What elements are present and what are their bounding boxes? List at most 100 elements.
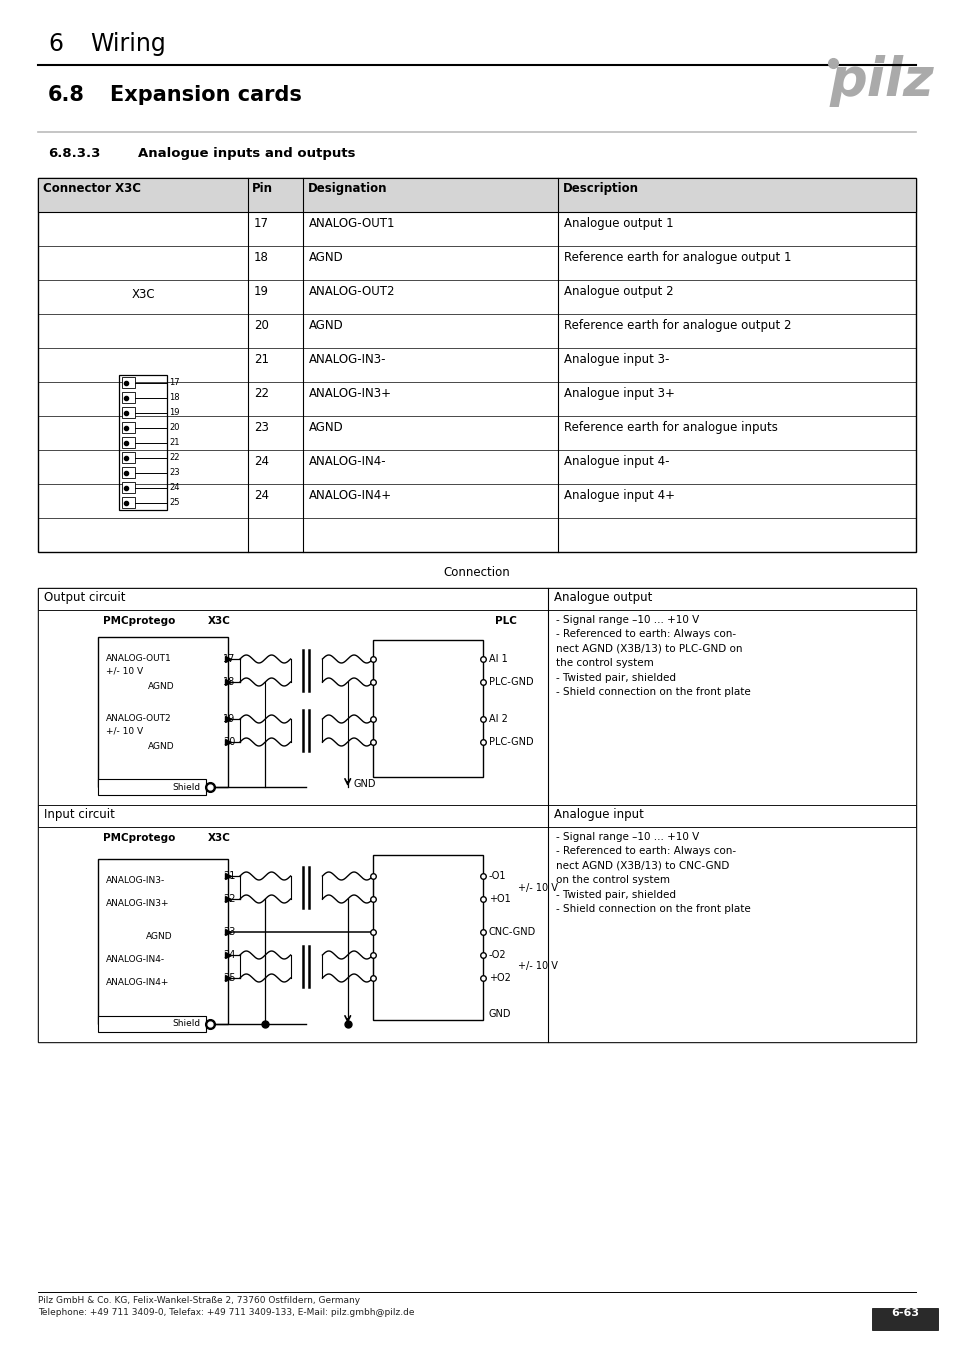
Bar xyxy=(38,178,915,212)
Text: X3C: X3C xyxy=(208,833,231,842)
Text: GND: GND xyxy=(489,1008,511,1019)
Text: Expansion cards: Expansion cards xyxy=(110,85,301,105)
Text: ANALOG-IN3-: ANALOG-IN3- xyxy=(309,352,386,366)
Text: PLC-GND: PLC-GND xyxy=(489,676,533,687)
Text: Reference earth for analogue output 1: Reference earth for analogue output 1 xyxy=(563,251,791,265)
Bar xyxy=(119,375,167,510)
Text: ANALOG-IN4+: ANALOG-IN4+ xyxy=(106,977,170,987)
Text: ANALOG-IN4+: ANALOG-IN4+ xyxy=(309,489,392,502)
Text: 6-63: 6-63 xyxy=(890,1308,918,1318)
Text: 19: 19 xyxy=(169,408,179,417)
Text: Connection: Connection xyxy=(443,566,510,579)
Text: ANALOG-IN3-: ANALOG-IN3- xyxy=(106,876,165,886)
Bar xyxy=(122,437,135,448)
Text: GND: GND xyxy=(354,779,375,788)
Text: 17: 17 xyxy=(253,217,269,230)
Text: AI 2: AI 2 xyxy=(489,714,507,724)
Bar xyxy=(38,828,915,1042)
Text: Connector X3C: Connector X3C xyxy=(43,182,141,194)
Text: +/- 10 V: +/- 10 V xyxy=(517,883,558,892)
Text: Output circuit: Output circuit xyxy=(44,591,126,603)
Text: 17: 17 xyxy=(169,378,179,387)
Text: AGND: AGND xyxy=(148,743,174,751)
Text: pilz: pilz xyxy=(829,55,934,107)
Bar xyxy=(871,1308,937,1330)
Text: 24: 24 xyxy=(169,483,179,491)
Text: Description: Description xyxy=(562,182,639,194)
Text: PLC-GND: PLC-GND xyxy=(489,737,533,747)
Text: Reference earth for analogue inputs: Reference earth for analogue inputs xyxy=(563,421,777,433)
Text: 25: 25 xyxy=(169,498,179,508)
Text: AGND: AGND xyxy=(146,931,172,941)
Text: AGND: AGND xyxy=(309,251,343,265)
Text: Wiring: Wiring xyxy=(90,32,166,55)
Text: Analogue input 3-: Analogue input 3- xyxy=(563,352,669,366)
Bar xyxy=(38,178,915,552)
Text: 21: 21 xyxy=(223,871,235,882)
Text: 24: 24 xyxy=(253,455,269,468)
Bar xyxy=(38,589,915,1042)
Text: 21: 21 xyxy=(169,437,179,447)
Bar xyxy=(122,497,135,508)
Text: ANALOG-OUT2: ANALOG-OUT2 xyxy=(309,285,395,298)
Text: AGND: AGND xyxy=(148,682,174,691)
Text: PLC: PLC xyxy=(495,616,517,626)
Text: 6.8.3.3: 6.8.3.3 xyxy=(48,147,100,161)
Text: X3C: X3C xyxy=(208,616,231,626)
Text: +/- 10 V: +/- 10 V xyxy=(517,961,558,972)
Text: 20: 20 xyxy=(253,319,269,332)
Text: Input circuit: Input circuit xyxy=(44,809,114,821)
Text: 19: 19 xyxy=(223,714,235,724)
Text: Pilz GmbH & Co. KG, Felix-Wankel-Straße 2, 73760 Ostfildern, Germany: Pilz GmbH & Co. KG, Felix-Wankel-Straße … xyxy=(38,1296,359,1305)
Bar xyxy=(122,482,135,493)
Text: - Signal range –10 ... +10 V
- Referenced to earth: Always con-
nect AGND (X3B/1: - Signal range –10 ... +10 V - Reference… xyxy=(556,832,750,914)
Bar xyxy=(122,467,135,478)
Text: ANALOG-IN4-: ANALOG-IN4- xyxy=(309,455,386,468)
Text: Analogue input 3+: Analogue input 3+ xyxy=(563,387,674,400)
Text: 22: 22 xyxy=(223,894,235,904)
Text: 18: 18 xyxy=(169,393,179,402)
Text: +O1: +O1 xyxy=(489,894,510,904)
Text: X3C: X3C xyxy=(132,288,154,301)
Text: 18: 18 xyxy=(253,251,269,265)
Bar xyxy=(122,377,135,387)
Text: Analogue input: Analogue input xyxy=(554,809,643,821)
Bar xyxy=(98,779,206,795)
Text: ANALOG-OUT1: ANALOG-OUT1 xyxy=(106,653,172,663)
Text: 24: 24 xyxy=(223,950,235,960)
Bar xyxy=(38,805,915,828)
Bar xyxy=(98,637,228,787)
Text: ANALOG-IN4-: ANALOG-IN4- xyxy=(106,954,165,964)
Text: 25: 25 xyxy=(223,973,235,983)
Bar xyxy=(122,392,135,404)
Text: Designation: Designation xyxy=(308,182,387,194)
Text: Pin: Pin xyxy=(252,182,273,194)
Text: +O2: +O2 xyxy=(489,973,511,983)
Bar xyxy=(122,406,135,418)
Bar xyxy=(98,859,228,1025)
Text: -O2: -O2 xyxy=(489,950,506,960)
Text: 22: 22 xyxy=(169,454,179,462)
Text: ANALOG-IN3+: ANALOG-IN3+ xyxy=(309,387,392,400)
Text: ANALOG-IN3+: ANALOG-IN3+ xyxy=(106,899,170,909)
Bar xyxy=(98,1017,206,1031)
Text: Analogue output: Analogue output xyxy=(554,591,652,603)
Text: 20: 20 xyxy=(223,737,235,747)
Bar xyxy=(38,589,915,610)
Text: 17: 17 xyxy=(223,653,235,664)
Text: 24: 24 xyxy=(253,489,269,502)
Bar xyxy=(38,610,915,805)
Text: 21: 21 xyxy=(253,352,269,366)
Text: 18: 18 xyxy=(223,676,235,687)
Text: AGND: AGND xyxy=(309,421,343,433)
Bar xyxy=(122,423,135,433)
Text: Telephone: +49 711 3409-0, Telefax: +49 711 3409-133, E-Mail: pilz.gmbh@pilz.de: Telephone: +49 711 3409-0, Telefax: +49 … xyxy=(38,1308,414,1318)
Text: 20: 20 xyxy=(169,423,179,432)
Text: Shield: Shield xyxy=(172,783,201,791)
Text: Reference earth for analogue output 2: Reference earth for analogue output 2 xyxy=(563,319,791,332)
Text: 22: 22 xyxy=(253,387,269,400)
Text: Analogue output 2: Analogue output 2 xyxy=(563,285,673,298)
Bar xyxy=(122,452,135,463)
Text: Analogue input 4+: Analogue input 4+ xyxy=(563,489,675,502)
Text: Analogue input 4-: Analogue input 4- xyxy=(563,455,669,468)
